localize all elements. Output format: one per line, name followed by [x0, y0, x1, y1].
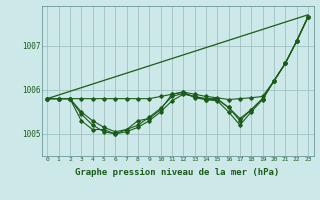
X-axis label: Graphe pression niveau de la mer (hPa): Graphe pression niveau de la mer (hPa) [76, 168, 280, 177]
